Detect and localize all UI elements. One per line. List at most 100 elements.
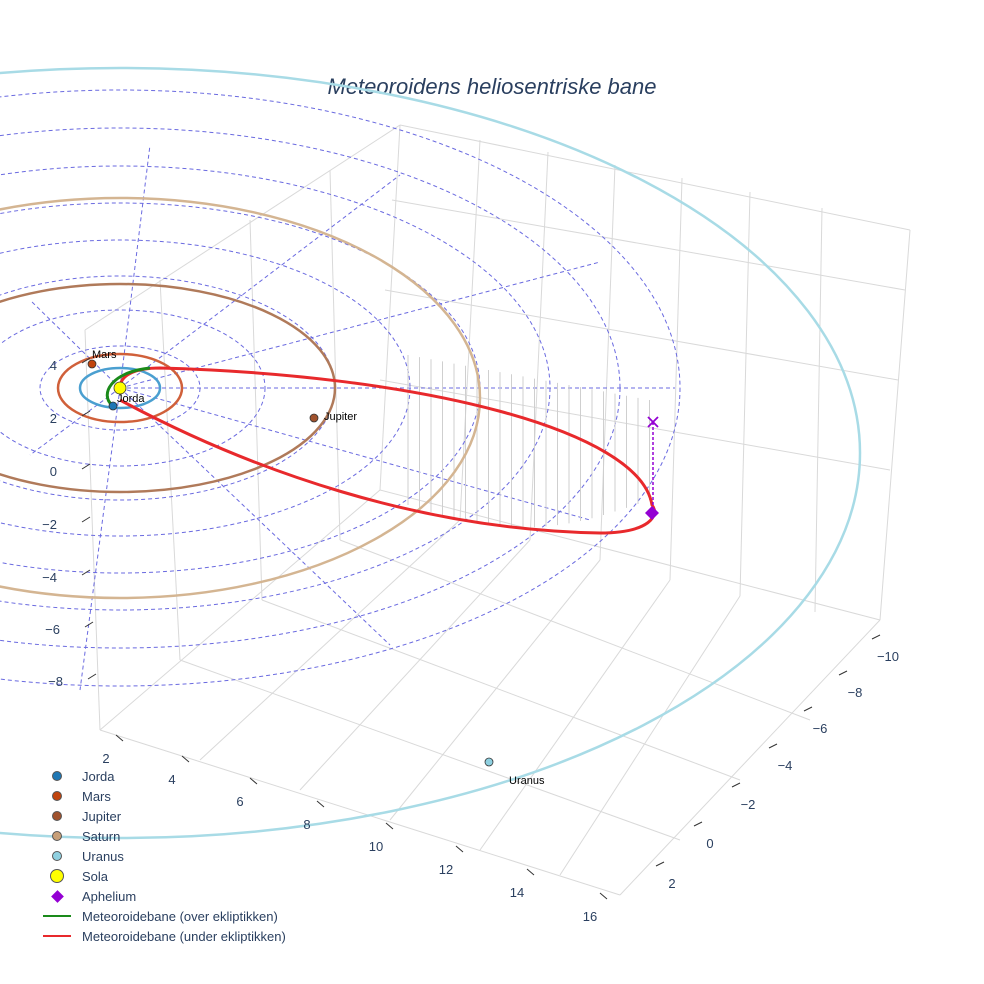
y-tick-mark-0 (81, 357, 91, 364)
y-tick-5: −6 (45, 622, 60, 637)
legend-symbol-2 (40, 806, 74, 826)
legend-label-7: Meteoroidebane (over ekliptikken) (82, 908, 278, 924)
z-tick-mark-4 (731, 782, 741, 788)
x-tick-mark-1 (181, 755, 190, 763)
legend-item-5[interactable]: Sola (40, 866, 286, 886)
y-tick-mark-5 (84, 621, 94, 628)
legend[interactable]: Jorda Mars Jupiter Saturn Uranus Sola Aphelium… (40, 766, 286, 946)
z-tick-3: −4 (778, 758, 793, 773)
body-mars (87, 359, 97, 369)
aphelion-projection (647, 416, 659, 428)
ecliptic-ray-8 (119, 144, 151, 389)
legend-glyph-6 (50, 889, 64, 903)
z-tick-mark-0 (871, 634, 881, 640)
orbit-jupiter (0, 282, 337, 494)
legend-glyph-7 (43, 915, 71, 917)
body-label-jupiter: Jupiter (324, 411, 357, 423)
z-tick-mark-5 (693, 821, 703, 827)
x-tick-mark-0 (115, 734, 124, 742)
legend-label-2: Jupiter (82, 808, 122, 824)
legend-symbol-8 (40, 926, 74, 946)
legend-label-5: Sola (82, 868, 109, 884)
y-tick-mark-2 (81, 463, 91, 470)
ecliptic-ring-2 (0, 309, 266, 467)
y-tick-1: 2 (50, 411, 57, 426)
legend-label-1: Mars (82, 788, 111, 804)
z-tick-mark-1 (838, 670, 848, 676)
legend-item-0[interactable]: Jorda (40, 766, 286, 786)
body-jupiter (309, 413, 319, 423)
back-wall (85, 125, 910, 895)
x-tick-5: 12 (439, 862, 453, 877)
body-label-jorda: Jorda (117, 393, 145, 405)
z-tick-1: −8 (848, 685, 863, 700)
y-tick-4: −4 (42, 570, 57, 585)
bodies: Jorda Mars Jupiter Uranus (87, 349, 545, 787)
aphelion-marker (645, 506, 659, 520)
legend-item-1[interactable]: Mars (40, 786, 286, 806)
x-tick-mark-5 (455, 845, 464, 853)
legend-item-7[interactable]: Meteoroidebane (over ekliptikken) (40, 906, 286, 926)
ecliptic-ray-0 (119, 174, 401, 389)
x-tick-1: 4 (168, 772, 175, 787)
legend-symbol-5 (40, 866, 74, 886)
legend-symbol-7 (40, 906, 74, 926)
z-tick-mark-2 (803, 706, 813, 712)
axis-walls (84, 124, 911, 896)
legend-item-6[interactable]: Aphelium (40, 886, 286, 906)
drop-lines (407, 355, 650, 528)
body-label-mars: Mars (92, 349, 117, 361)
legend-symbol-0 (40, 766, 74, 786)
x-tick-4: 10 (369, 839, 383, 854)
body-jorda (108, 401, 118, 411)
x-tick-0: 2 (102, 751, 109, 766)
y-tick-0: 4 (50, 358, 57, 373)
tick-labels: 4 2 0 −2 −4 −6 −8 2 4 6 8 10 12 14 16 −10 −8 −6 −4 −2 0 2 (42, 357, 899, 924)
z-tick-mark-3 (768, 743, 778, 749)
body-uranus (484, 757, 494, 767)
meteoroid-trajectory (105, 366, 656, 535)
legend-glyph-0 (52, 771, 62, 781)
legend-label-3: Saturn (82, 828, 121, 844)
y-tick-mark-1 (81, 410, 91, 417)
z-tick-2: −6 (813, 721, 828, 736)
x-tick-mark-6 (526, 868, 535, 876)
planet-orbits (0, 66, 862, 840)
orbit-saturn (0, 196, 482, 600)
orbit-jorda (78, 366, 162, 410)
trajectory-over (105, 366, 151, 407)
legend-glyph-8 (43, 935, 71, 937)
legend-item-4[interactable]: Uranus (40, 846, 286, 866)
legend-label-0: Jorda (82, 768, 115, 784)
x-tick-7: 16 (583, 909, 597, 924)
legend-symbol-1 (40, 786, 74, 806)
ecliptic-ring-8 (0, 89, 681, 687)
legend-symbol-6 (40, 886, 74, 906)
y-tick-mark-4 (81, 569, 91, 576)
body-sola (113, 381, 127, 395)
legend-glyph-3 (52, 831, 62, 841)
legend-symbol-3 (40, 826, 74, 846)
legend-item-2[interactable]: Jupiter (40, 806, 286, 826)
x-tick-6: 14 (510, 885, 524, 900)
legend-item-8[interactable]: Meteoroidebane (under ekliptikken) (40, 926, 286, 946)
z-tick-4: −2 (741, 797, 756, 812)
x-tick-2: 6 (236, 794, 243, 809)
z-tick-mark-6 (655, 861, 665, 867)
x-tick-mark-3 (316, 800, 325, 808)
y-tick-mark-3 (81, 516, 91, 523)
y-tick-mark-6 (87, 673, 97, 680)
legend-glyph-5 (50, 869, 64, 883)
chart-title: Meteoroidens heliosentriske bane (327, 74, 657, 99)
legend-label-4: Uranus (82, 848, 124, 864)
orbit-mars (56, 352, 184, 424)
ecliptic-ray-4 (119, 387, 391, 646)
ecliptic-ray-5 (79, 387, 121, 691)
x-tick-3: 8 (303, 817, 310, 832)
ecliptic-grid (0, 89, 681, 691)
y-tick-2: 0 (50, 464, 57, 479)
aphelion-group (645, 416, 659, 520)
legend-symbol-4 (40, 846, 74, 866)
legend-item-3[interactable]: Saturn (40, 826, 286, 846)
